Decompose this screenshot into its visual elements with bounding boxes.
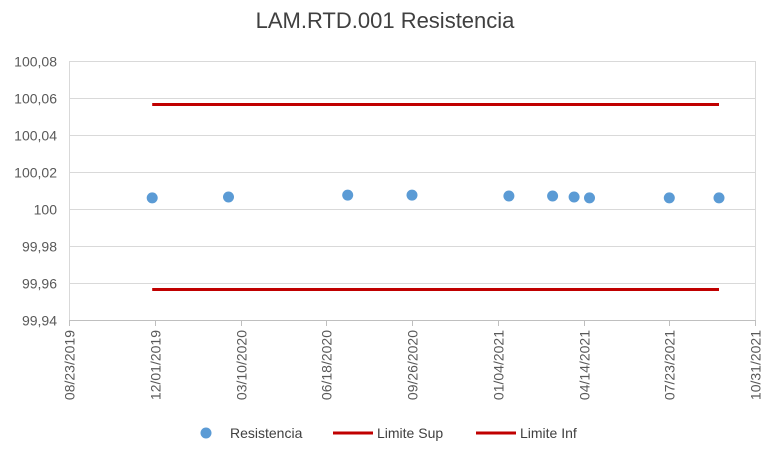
x-tick-label: 07/23/2021	[662, 330, 678, 400]
y-tick-label: 100,08	[14, 54, 57, 70]
x-tick-label: 12/01/2019	[148, 330, 164, 400]
y-tick-label: 100	[34, 202, 58, 218]
data-point	[584, 192, 595, 204]
data-point	[342, 189, 354, 201]
legend-label-resistencia: Resistencia	[230, 425, 303, 441]
x-tick-label: 10/31/2021	[748, 330, 764, 400]
data-point	[406, 189, 418, 201]
x-tick-label: 06/18/2020	[319, 330, 335, 400]
data-point	[223, 191, 234, 203]
data-point	[663, 192, 675, 204]
legend-label-limite-sup: Limite Sup	[377, 425, 443, 441]
x-tick-label: 09/26/2020	[405, 330, 421, 400]
axes: 99,94 99,96 99,98 100 100,02 100,04 100,06 100,…	[14, 54, 763, 401]
legend-label-limite-inf: Limite Inf	[520, 425, 577, 441]
y-tick-label: 100,06	[14, 91, 57, 107]
data-point	[547, 190, 559, 202]
data-point	[568, 191, 580, 203]
data-point	[713, 192, 725, 204]
y-tick-label: 99,98	[22, 239, 57, 255]
gridlines	[69, 61, 756, 321]
chart-title: LAM.RTD.001 Resistencia	[256, 8, 516, 33]
plot-area	[146, 103, 725, 291]
y-tick-label: 100,02	[14, 165, 57, 181]
x-tick-label: 01/04/2021	[491, 330, 507, 400]
y-tick-label: 99,96	[22, 276, 57, 292]
legend-marker-resistencia	[200, 427, 212, 439]
data-point	[503, 190, 515, 202]
legend: Resistencia Limite Sup Limite Inf	[200, 425, 577, 441]
data-point	[146, 192, 158, 204]
x-tick-label: 03/10/2020	[234, 330, 250, 400]
x-tick-label: 08/23/2019	[62, 330, 78, 400]
x-tick-label: 04/14/2021	[577, 330, 593, 400]
y-tick-label: 99,94	[22, 313, 57, 329]
y-tick-label: 100,04	[14, 128, 57, 144]
